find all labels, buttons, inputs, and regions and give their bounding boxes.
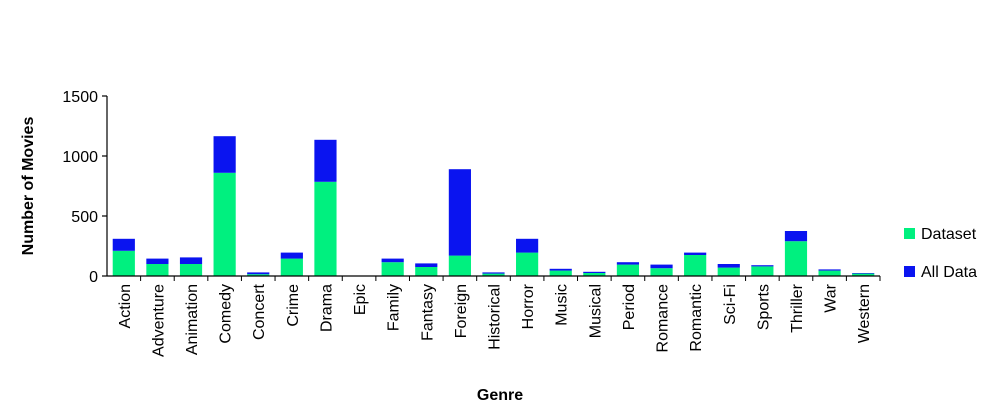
x-tick-label: Period (621, 284, 638, 330)
x-tick-label: Sports (755, 284, 772, 330)
x-tick-label: Romantic (688, 284, 705, 352)
x-tick-labels-group: Action Adventure Animation Comedy Concert Cri… (117, 283, 873, 357)
bar-dataset-concert (247, 274, 270, 276)
bar-all-data-period (616, 262, 640, 265)
bar-dataset-western (852, 273, 875, 276)
legend-label-all-data: All Data (921, 264, 977, 281)
y-ticks-group: 0 500 1000 1500 (62, 89, 107, 286)
x-tick-label: Family (386, 284, 403, 331)
x-axis-title: Genre (477, 387, 523, 404)
bar-dataset-historical (482, 273, 505, 276)
x-tick-label: Crime (285, 284, 302, 327)
bar-dataset-period (616, 264, 640, 276)
legend-swatch-all-data (904, 266, 915, 277)
bar-dataset-family (381, 262, 404, 276)
bar-dataset-horror (516, 252, 539, 276)
x-tick-label: Horror (520, 283, 537, 329)
bar-all-data-drama (314, 139, 337, 182)
bar-all-data-musical (583, 271, 606, 273)
bar-dataset-drama (314, 181, 337, 276)
bar-all-data-fantasy (415, 263, 438, 267)
x-tick-label: Epic (352, 284, 369, 315)
bar-all-data-romantic (684, 252, 707, 255)
y-tick-label: 1500 (62, 89, 98, 106)
bar-all-data-thriller (784, 231, 808, 242)
bar-dataset-adventure (146, 264, 169, 276)
x-tick-label: Action (117, 284, 134, 328)
bar-dataset-animation (179, 264, 203, 276)
x-tick-label: Fantasy (419, 284, 436, 341)
y-axis-title: Number of Movies (20, 117, 37, 256)
bar-all-data-western (852, 273, 875, 274)
x-tick-label: Thriller (789, 283, 806, 333)
bar-all-data-crime (280, 252, 303, 259)
bar-dataset-comedy (213, 172, 236, 276)
bar-dataset-action (112, 250, 135, 276)
x-tick-label: Drama (318, 284, 335, 332)
x-tick-label: Concert (251, 283, 268, 340)
bar-all-data-sci-fi (717, 264, 740, 268)
bar-dataset-foreign (448, 255, 471, 276)
x-tick-label: Sci-Fi (722, 284, 739, 325)
y-tick-label: 500 (71, 209, 98, 226)
x-tick-label: Music (554, 284, 571, 326)
x-tick-label: Historical (487, 284, 504, 350)
x-tick-label: Animation (184, 284, 201, 355)
x-tick-label: Foreign (453, 284, 470, 338)
legend-label-dataset: Dataset (921, 226, 977, 243)
bar-all-data-foreign (448, 169, 471, 256)
bar-dataset-fantasy (415, 267, 438, 276)
bar-all-data-sports (751, 265, 774, 267)
bar-dataset-sports (751, 266, 774, 276)
bar-dataset-thriller (784, 241, 808, 276)
bar-dataset-musical (583, 273, 606, 276)
y-tick-label: 1000 (62, 149, 98, 166)
y-tick-label: 0 (89, 269, 98, 286)
bar-dataset-crime (280, 258, 303, 276)
x-tick-label: Romance (655, 284, 672, 353)
x-tick-label: Comedy (218, 284, 235, 344)
bar-all-data-animation (179, 257, 203, 264)
bar-all-data-action (112, 238, 135, 251)
x-tick-label: War (823, 283, 840, 312)
bar-all-data-romance (650, 264, 673, 269)
legend-swatch-dataset (904, 228, 915, 239)
bars-group (112, 136, 881, 281)
x-tick-label: Adventure (150, 284, 167, 357)
bar-all-data-concert (247, 272, 270, 275)
bar-dataset-music (549, 270, 572, 276)
bar-all-data-adventure (146, 258, 169, 264)
bar-all-data-comedy (213, 136, 236, 173)
bar-dataset-romance (650, 268, 673, 276)
bar-dataset-sci-fi (717, 267, 740, 276)
bar-all-data-family (381, 258, 404, 263)
bar-dataset-romantic (684, 255, 707, 276)
bar-all-data-horror (516, 238, 539, 253)
x-tick-label: Western (856, 284, 873, 343)
bar-all-data-music (549, 268, 572, 271)
legend: Dataset All Data (904, 226, 977, 281)
bar-all-data-war (818, 269, 841, 271)
bar-all-data-historical (482, 272, 505, 274)
x-tick-label: Musical (587, 284, 604, 338)
bar-dataset-war (818, 270, 841, 276)
